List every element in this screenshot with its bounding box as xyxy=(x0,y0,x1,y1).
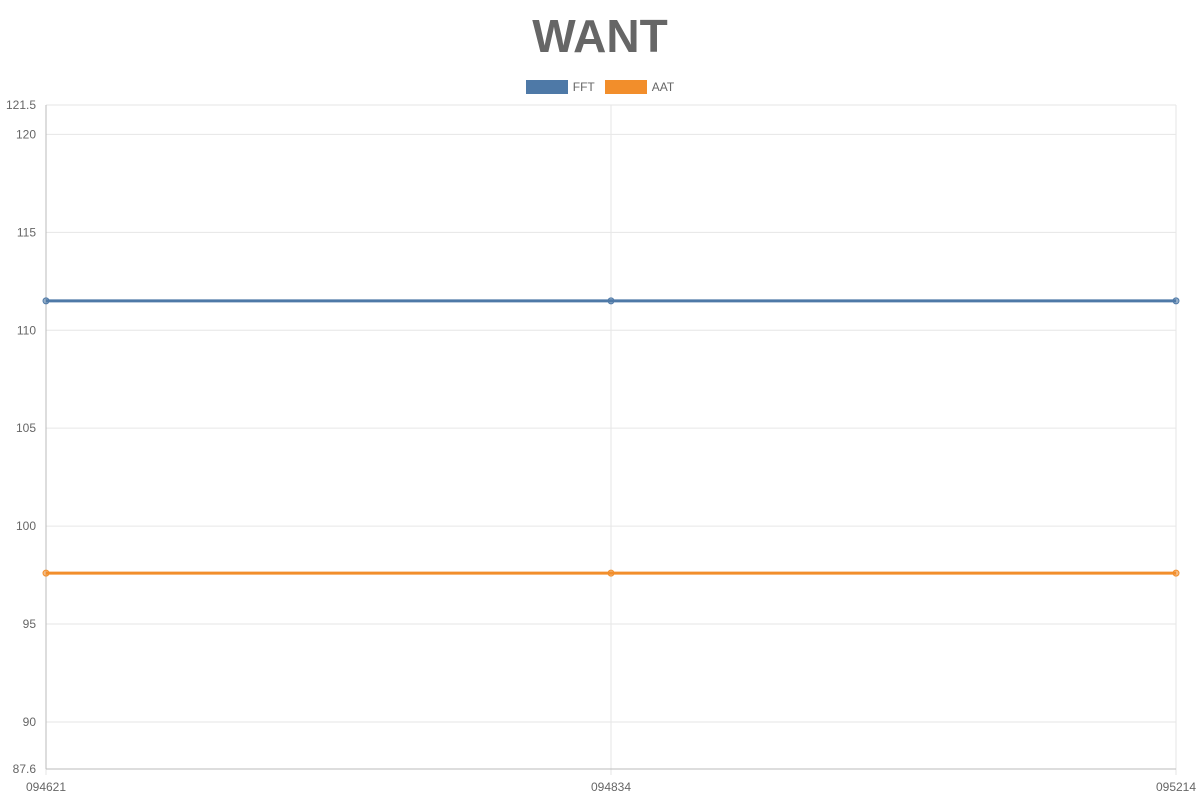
y-tick-label: 95 xyxy=(23,617,37,631)
x-tick-label: 095214 xyxy=(1156,780,1196,794)
legend-label-aat: AAT xyxy=(651,80,675,94)
x-tick-label: 094834 xyxy=(591,780,631,794)
data-point-aat xyxy=(42,569,50,577)
y-tick-label: 120 xyxy=(16,127,36,141)
y-tick-label: 87.6 xyxy=(13,762,37,776)
y-tick-label: 121.5 xyxy=(6,98,36,112)
chart-title: WANT xyxy=(532,10,668,62)
data-point-fft xyxy=(42,297,50,305)
x-tick-label: 094621 xyxy=(26,780,66,794)
y-tick-label: 110 xyxy=(17,323,36,337)
data-point-fft xyxy=(607,297,615,305)
legend-swatch-fft xyxy=(525,80,568,94)
y-tick-label: 100 xyxy=(16,519,36,533)
data-point-aat xyxy=(607,569,615,577)
y-tick-label: 90 xyxy=(23,715,37,729)
y-tick-label: 105 xyxy=(16,421,36,435)
legend-item-aat[interactable]: AAT xyxy=(604,80,675,94)
data-point-fft xyxy=(1172,297,1180,305)
legend-item-fft[interactable]: FFT xyxy=(525,80,595,94)
data-point-aat xyxy=(1172,569,1180,577)
legend-label-fft: FFT xyxy=(572,80,595,94)
legend: FFT AAT xyxy=(0,80,1200,94)
y-tick-label: 115 xyxy=(17,225,36,239)
legend-swatch-aat xyxy=(604,80,647,94)
